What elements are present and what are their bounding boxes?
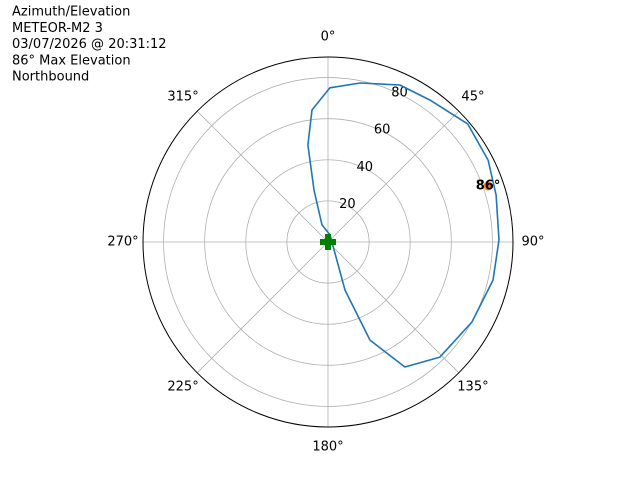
- theta-tick-label: 315°: [167, 90, 198, 105]
- r-grid-circle: [245, 159, 411, 325]
- theta-tick-label: 180°: [312, 440, 343, 455]
- r-grid-circle: [286, 200, 370, 284]
- theta-grid-line: [196, 241, 329, 374]
- theta-grid-line: [327, 110, 460, 243]
- max-elevation-label: 86°: [476, 178, 501, 193]
- r-tick-label: 80: [391, 85, 408, 100]
- start-marker: [320, 234, 336, 250]
- r-tick-label: 20: [339, 197, 356, 212]
- max-elevation-marker: [483, 181, 493, 191]
- theta-grid-line: [327, 241, 460, 374]
- r-tick-label: 60: [374, 123, 391, 138]
- theta-grid-line: [196, 110, 329, 243]
- theta-tick-label: 135°: [457, 379, 488, 394]
- r-grid-circle: [204, 118, 452, 366]
- polar-frame: [142, 56, 514, 428]
- theta-tick-label: 225°: [167, 379, 198, 394]
- title-line: METEOR-M2 3: [12, 21, 103, 36]
- theta-tick-label: 0°: [321, 30, 336, 45]
- theta-tick-label: 45°: [461, 90, 484, 105]
- title-line: Azimuth/Elevation: [12, 5, 130, 20]
- r-grid-circle: [163, 77, 493, 407]
- r-tick-label: 40: [356, 160, 373, 175]
- theta-tick-label: 90°: [521, 235, 544, 250]
- track-line: [307, 82, 500, 368]
- title-line: 03/07/2026 @ 20:31:12: [12, 37, 167, 52]
- title-line: Northbound: [12, 70, 89, 85]
- title-line: 86° Max Elevation: [12, 53, 131, 68]
- theta-tick-label: 270°: [107, 235, 138, 250]
